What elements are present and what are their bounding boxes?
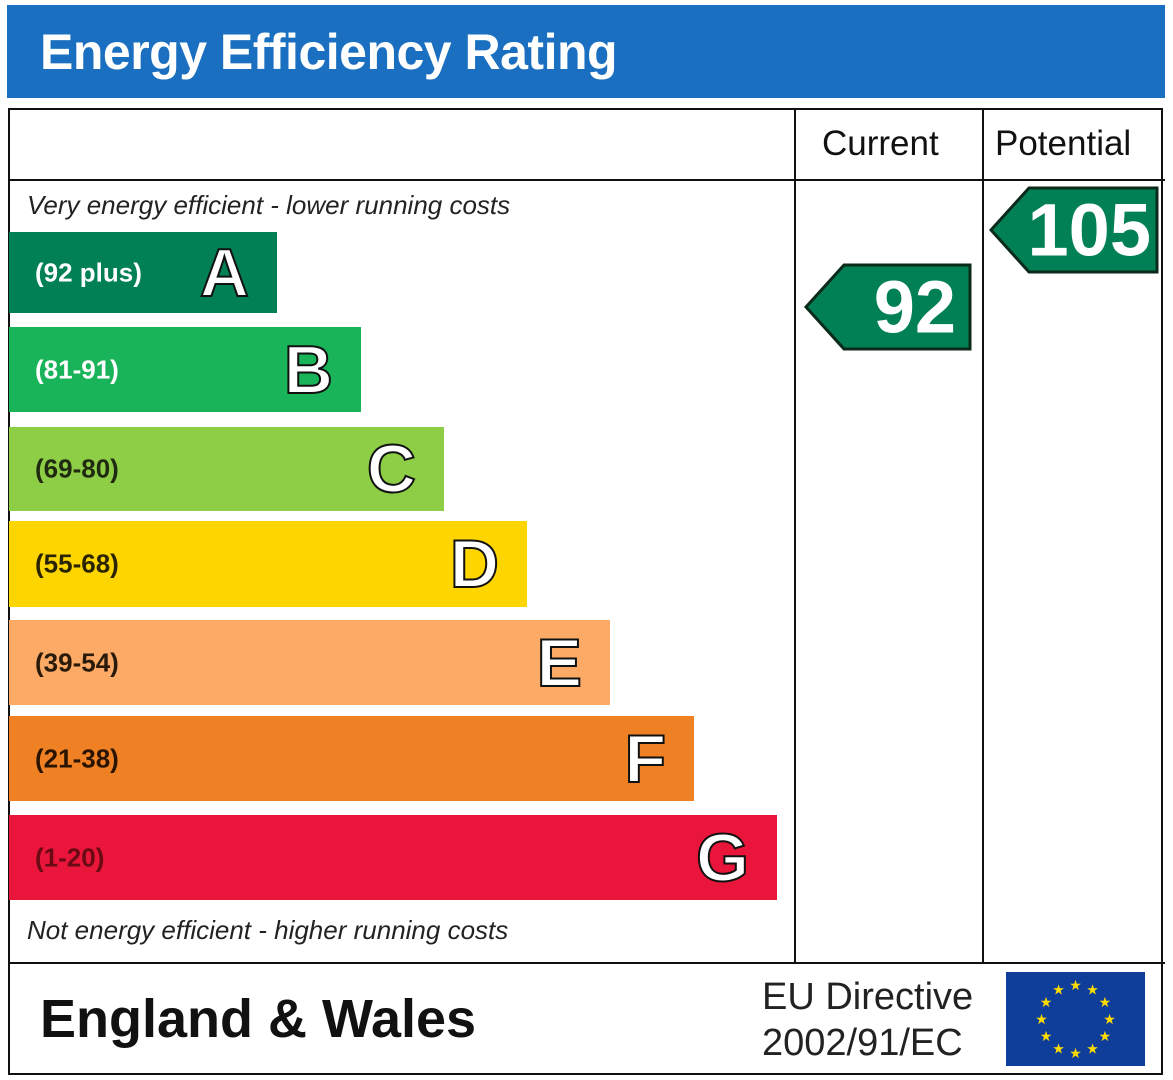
star-icon: ★ [1086,982,1099,998]
band-letter: B [283,331,334,409]
page-title: Energy Efficiency Rating [40,24,618,80]
band-bar-g: (1-20) G [9,815,777,900]
band-bar-d: (55-68) D [9,521,527,607]
band-range: (55-68) [35,548,119,579]
divider [794,108,796,964]
band-bar-f: (21-38) F [9,716,694,801]
eu-flag-icon: ★ ★ ★ ★ ★ ★ ★ ★ ★ ★ ★ ★ [1006,972,1145,1066]
star-icon: ★ [1069,1045,1082,1061]
band-range: (81-91) [35,354,119,384]
band-bar-c: (69-80) C [9,427,444,511]
top-note: Very energy efficient - lower running co… [27,190,511,220]
band-range: (69-80) [35,453,119,484]
directive-line2: 2002/91/EC [762,1022,963,1064]
potential-rating-arrow: 105 [989,186,1159,274]
eu-directive: EU Directive 2002/91/EC [762,974,973,1066]
region-label: England & Wales [40,989,477,1049]
star-icon: ★ [1052,982,1065,998]
potential-rating-value: 105 [1027,188,1151,272]
star-icon: ★ [1099,1028,1112,1044]
star-icon: ★ [1040,1028,1053,1044]
band-letter: C [366,430,417,508]
divider [982,108,984,964]
band-range: (39-54) [35,647,119,677]
band-bar-b: (81-91) B [9,327,361,412]
directive-line1: EU Directive [762,976,974,1018]
band-letter: D [449,525,500,603]
title-banner: Energy Efficiency Rating [7,5,1165,98]
band-bar-a: (92 plus) A [9,232,277,313]
star-icon: ★ [1035,1011,1048,1027]
band-letter: F [623,720,667,798]
current-rating-arrow: 92 [804,263,972,351]
divider [8,962,1165,964]
star-icon: ★ [1040,994,1053,1010]
band-range: (92 plus) [35,257,142,287]
column-header-potential: Potential [995,124,1132,163]
star-icon: ★ [1099,994,1112,1010]
current-rating-value: 92 [873,265,956,349]
band-letter: E [536,624,583,702]
band-range: (1-20) [35,842,105,872]
star-icon: ★ [1103,1011,1116,1027]
band-letter: A [199,234,250,312]
band-letter: G [695,819,750,897]
divider [8,179,1165,181]
star-icon: ★ [1069,977,1082,993]
star-icon: ★ [1052,1040,1065,1056]
band-bar-e: (39-54) E [9,620,610,705]
band-range: (21-38) [35,743,119,773]
bottom-note: Not energy efficient - higher running co… [27,915,509,945]
star-icon: ★ [1086,1040,1099,1056]
column-header-current: Current [822,124,939,163]
